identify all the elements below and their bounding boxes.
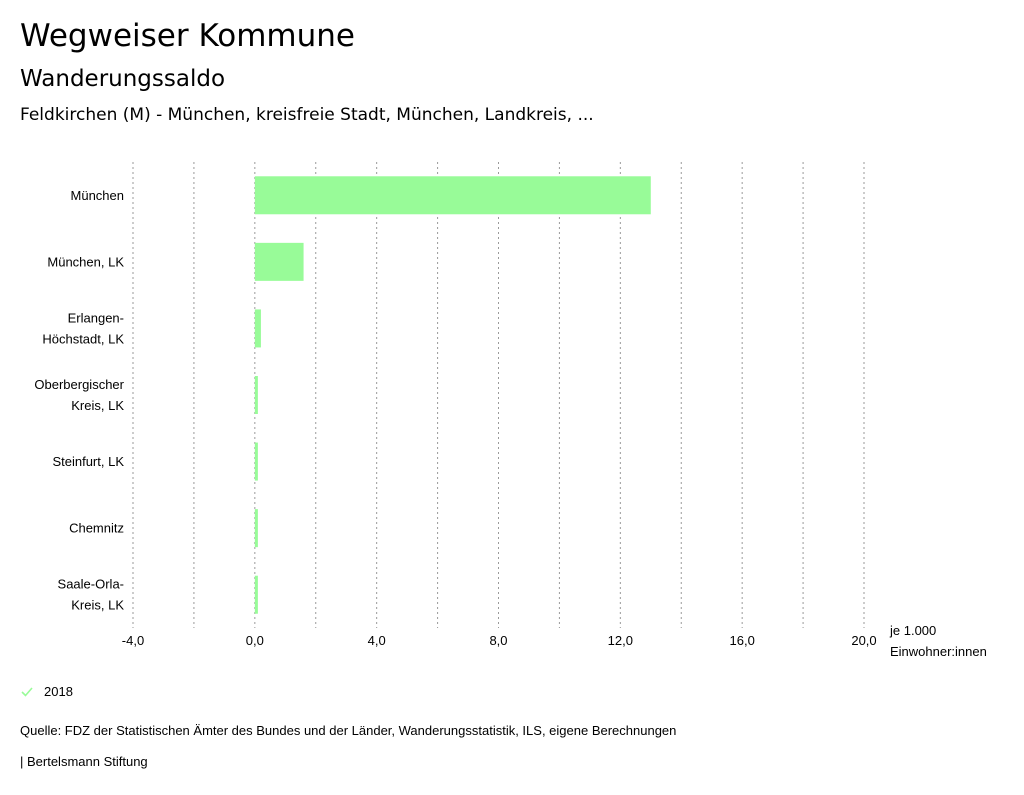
bar[interactable]	[254, 176, 651, 215]
source-note: Quelle: FDZ der Statistischen Ämter des …	[20, 723, 677, 738]
chart-grid	[132, 162, 865, 628]
page-title: Wegweiser Kommune	[20, 18, 355, 54]
category-label: Oberbergischer	[34, 377, 124, 392]
category-label: Kreis, LK	[71, 398, 124, 413]
category-label: München, LK	[47, 254, 124, 269]
x-tick-labels: -4,0 0,0 4,0 8,0 12,0 16,0 20,0	[122, 633, 877, 648]
tick-label: -4,0	[122, 633, 144, 648]
tick-label: 16,0	[730, 633, 755, 648]
bar[interactable]	[254, 242, 304, 281]
category-label: Erlangen-	[68, 310, 124, 325]
category-label: München	[71, 188, 124, 203]
bar[interactable]	[254, 309, 261, 348]
legend-label: 2018	[44, 684, 73, 699]
bar-chart: München München, LK Erlangen- Höchstadt, LK…	[34, 162, 987, 659]
chart-bars	[254, 176, 651, 614]
tick-label: 8,0	[489, 633, 507, 648]
check-icon	[21, 686, 33, 697]
tick-label: 20,0	[851, 633, 876, 648]
category-label: Chemnitz	[69, 521, 124, 536]
category-label: Kreis, LK	[71, 598, 124, 613]
category-labels: München München, LK Erlangen- Höchstadt, LK…	[34, 188, 124, 613]
x-axis-label: je 1.000 Einwohner:innen	[889, 623, 987, 659]
tick-label: 12,0	[608, 633, 633, 648]
tick-label: 0,0	[246, 633, 264, 648]
tick-label: 4,0	[368, 633, 386, 648]
category-label: Saale-Orla-	[58, 577, 124, 592]
page-subtitle: Wanderungssaldo	[20, 66, 226, 92]
category-label: Höchstadt, LK	[42, 331, 124, 346]
category-label: Steinfurt, LK	[52, 454, 124, 469]
axis-unit-label: je 1.000	[889, 623, 936, 638]
bar[interactable]	[254, 376, 258, 414]
bar[interactable]	[254, 442, 258, 481]
legend[interactable]: 2018	[20, 684, 73, 699]
bar[interactable]	[254, 509, 258, 548]
region-label: Feldkirchen (M) - München, kreisfreie St…	[20, 105, 594, 125]
bar[interactable]	[254, 575, 258, 614]
axis-unit-label: Einwohner:innen	[890, 644, 987, 659]
brand-note: | Bertelsmann Stiftung	[20, 754, 148, 769]
